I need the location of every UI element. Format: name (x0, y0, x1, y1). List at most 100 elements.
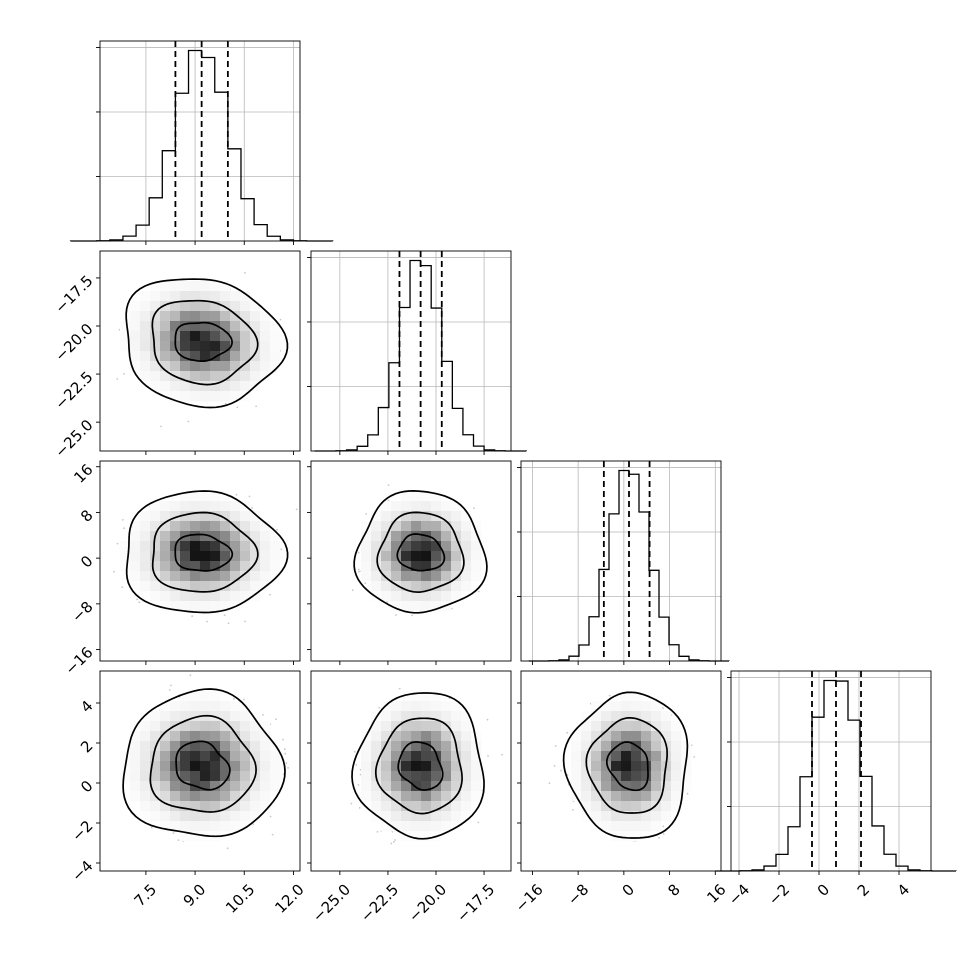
density-cell (240, 561, 251, 572)
density-cell (160, 291, 171, 302)
density-cell (190, 561, 201, 572)
density-cell (381, 541, 392, 552)
density-cell (150, 561, 161, 572)
scatter-point (275, 718, 277, 721)
density-cell (220, 381, 231, 392)
density-cell (220, 291, 231, 302)
contour-level-1 (151, 299, 259, 386)
density-cell (421, 561, 432, 572)
density-cell (160, 501, 171, 512)
density-cell (240, 581, 251, 592)
scatter-point (262, 714, 264, 716)
density-cell (140, 801, 151, 812)
density-cell (170, 351, 181, 362)
density-cell (250, 531, 261, 542)
scatter-panel-3-0 (96, 670, 301, 875)
density-cells (120, 491, 281, 612)
density-cell (130, 571, 141, 582)
density-cell (210, 281, 221, 292)
density-cell (250, 311, 261, 322)
density-cell (200, 381, 211, 392)
density-cell (160, 351, 171, 362)
density-cell (391, 501, 402, 512)
scatter-point (123, 373, 125, 375)
density-cell (210, 341, 221, 352)
density-cell (140, 321, 151, 332)
histogram-panel-3 (715, 670, 957, 875)
contours (353, 490, 488, 614)
contour-level-2 (125, 278, 289, 409)
density-cell (160, 571, 171, 582)
density-cell (240, 511, 251, 522)
density-cell (170, 311, 181, 322)
scatter-point (138, 601, 141, 604)
density-cell (190, 491, 201, 502)
density-cell (431, 601, 442, 612)
density-cell (250, 561, 261, 572)
density-cell (250, 511, 261, 522)
contour-level-1 (376, 511, 465, 593)
density-cell (170, 751, 181, 762)
density-cell (411, 561, 422, 572)
density-cell (180, 311, 191, 322)
density-cell (200, 561, 211, 572)
scatter-point (276, 528, 278, 531)
density-cell (130, 301, 141, 312)
density-cell (150, 591, 161, 602)
density-cell (170, 321, 181, 332)
density-cell (180, 321, 191, 332)
scatter-point (116, 378, 119, 380)
density-cell (411, 601, 422, 612)
density-cell (150, 311, 161, 322)
density-cell (401, 551, 412, 562)
scatter-point (271, 833, 274, 836)
density-cell (230, 501, 241, 512)
density-cell (441, 571, 452, 582)
scatter-point (387, 499, 390, 502)
density-cell (180, 381, 191, 392)
panel-frame (99, 250, 301, 452)
density-cell (441, 511, 452, 522)
density-cell (371, 511, 382, 522)
density-cell (120, 331, 131, 342)
density-cell (140, 811, 151, 822)
density-cell (140, 731, 151, 742)
density-cell (210, 391, 221, 402)
density-cell (401, 491, 412, 502)
panel-frame (520, 460, 722, 662)
density-cell (190, 281, 201, 292)
density-cell (451, 521, 462, 532)
density-cell (230, 541, 241, 552)
panel-frame (730, 670, 932, 872)
density-cell (130, 341, 141, 352)
density-cell (160, 701, 171, 712)
density-cell (240, 531, 251, 542)
density-cell (210, 501, 221, 512)
density-cell (150, 361, 161, 372)
density-cell (150, 381, 161, 392)
scatter-point (287, 767, 289, 769)
density-cell (401, 531, 412, 542)
scatter-point (255, 405, 257, 408)
density-cell (160, 531, 171, 542)
density-cell (260, 521, 271, 532)
density-cell (260, 551, 271, 562)
density-cell (210, 381, 221, 392)
density-cell (140, 781, 151, 792)
density-cell (220, 361, 231, 372)
density-cell (411, 491, 422, 502)
density-cell (190, 291, 201, 302)
density-cell (140, 551, 151, 562)
density-cell (431, 531, 442, 542)
density-cell (150, 781, 161, 792)
density-cell (230, 561, 241, 572)
density-cell (180, 301, 191, 312)
density-cell (170, 561, 181, 572)
density-cell (170, 361, 181, 372)
density-cell (180, 341, 191, 352)
density-cell (180, 371, 191, 382)
density-cell (270, 341, 281, 352)
density-cell (150, 321, 161, 332)
density-cell (451, 551, 462, 562)
